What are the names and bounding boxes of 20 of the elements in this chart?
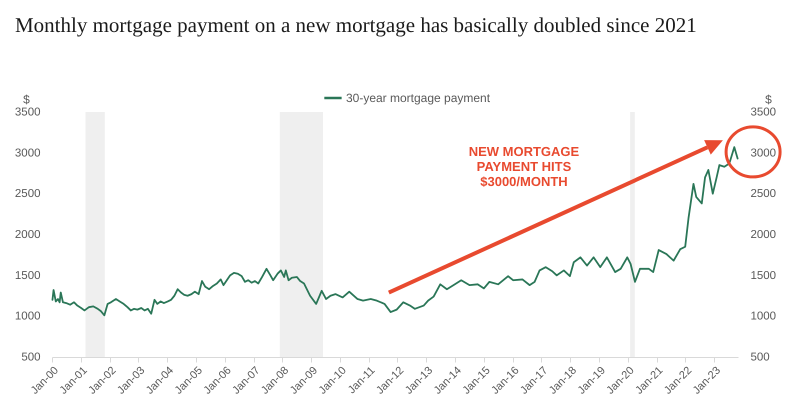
line-series <box>52 146 739 316</box>
y2-tick-label: 3000 <box>750 147 776 160</box>
y-tick-label: 2500 <box>14 188 40 200</box>
y-tick-label: 500 <box>21 352 40 364</box>
y2-tick-label: 2500 <box>750 188 776 200</box>
y2-tick-label: 1500 <box>750 270 776 282</box>
y-tick-label: 3500 <box>14 106 40 118</box>
y-tick-label: 1000 <box>14 310 40 323</box>
y-tick-label: 1500 <box>14 270 40 282</box>
y-axis-title: $ <box>23 92 30 106</box>
y-tick-label: 3000 <box>14 147 40 160</box>
y2-tick-label: 3500 <box>750 106 776 118</box>
y2-axis-title: $ <box>765 92 772 106</box>
y2-tick-label: 500 <box>750 352 770 364</box>
y-tick-label: 2000 <box>14 229 40 241</box>
chart-title: Monthly mortgage payment on a new mortgage has basically doubled since 2021 <box>15 13 697 37</box>
y2-tick-label: 2000 <box>750 229 776 241</box>
y2-tick-label: 1000 <box>750 310 776 323</box>
annotation: NEW MORTGAGE PAYMENT HITS $3000/MONTH <box>468 144 580 189</box>
legend-label: 30-year mortgage payment <box>346 91 491 105</box>
